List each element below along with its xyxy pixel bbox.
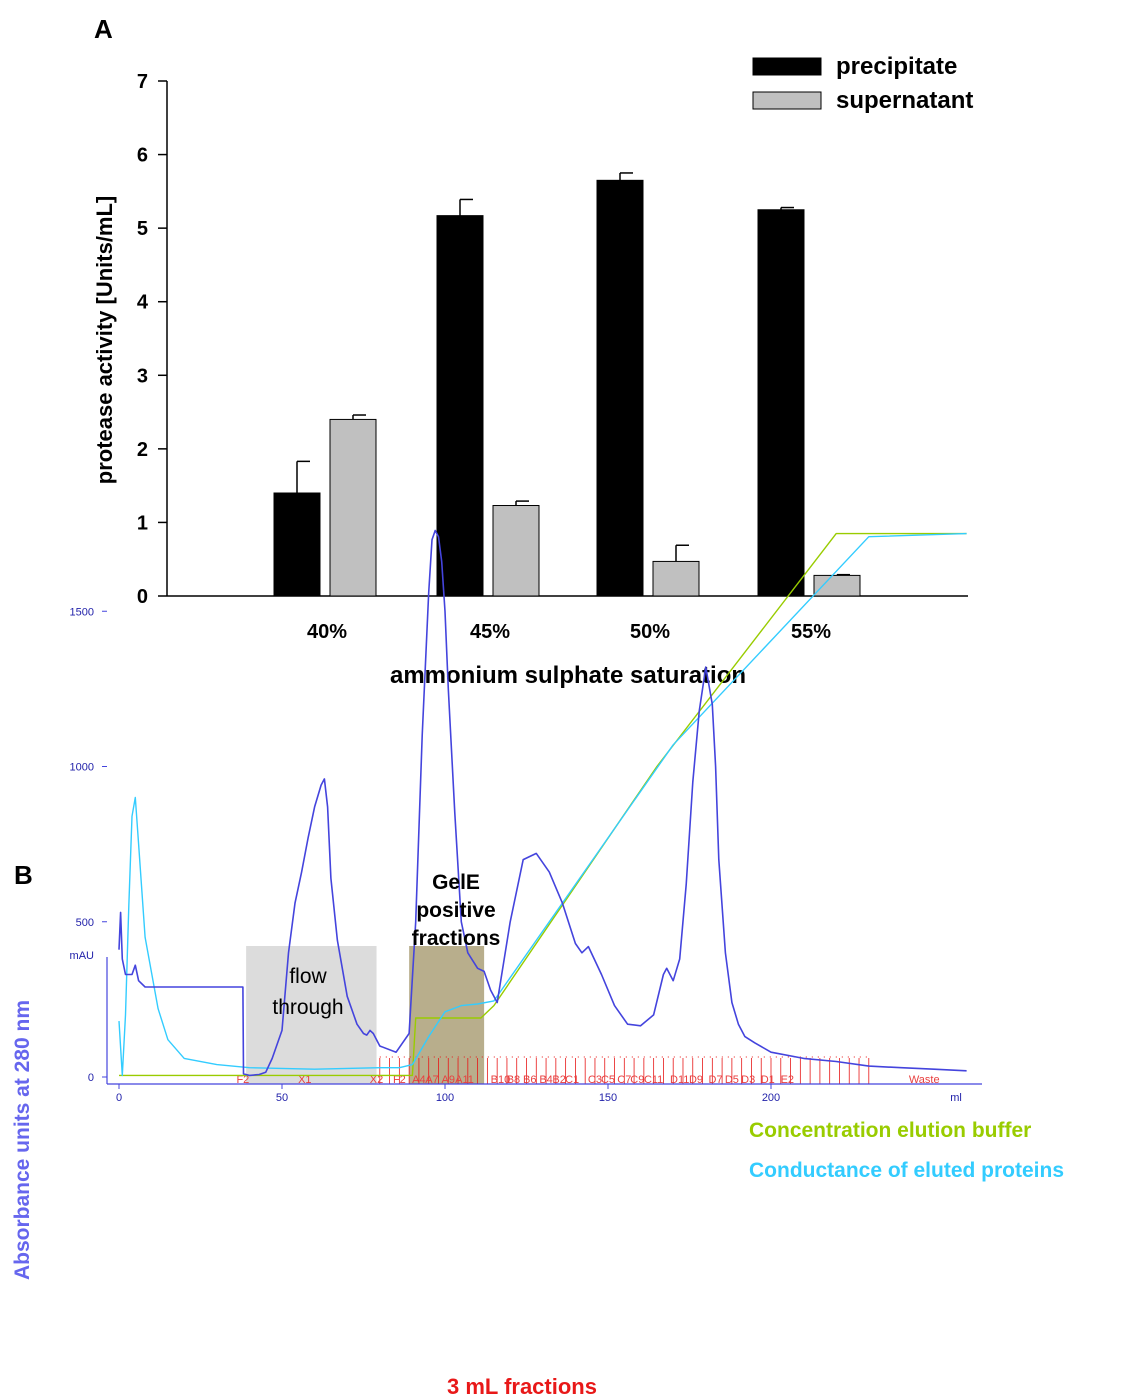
flow-through-label-line: through	[272, 996, 343, 1019]
gele-positive-region	[409, 946, 485, 1084]
fraction-label: C9	[630, 1074, 644, 1086]
fraction-label: C3	[588, 1074, 602, 1086]
y-tick-label: 1000	[70, 762, 94, 774]
x-tick-label: 50%	[630, 621, 670, 643]
x-tick-label: 55%	[791, 621, 831, 643]
y-tick-label: 1	[137, 512, 148, 534]
x-tick-label: 40%	[307, 621, 347, 643]
x-tick-label: 100	[436, 1092, 454, 1104]
y-unit-label: mAU	[70, 950, 95, 962]
bar-precipitate	[273, 492, 321, 597]
y-tick-label: 2	[137, 439, 148, 461]
y-tick-label: 4	[137, 292, 149, 314]
y-tick-label: 7	[137, 71, 148, 93]
legend-label: precipitate	[836, 53, 957, 80]
flow-through-label-line: flow	[289, 965, 327, 988]
y-tick-label: 0	[88, 1072, 94, 1084]
x-tick-label: 150	[599, 1092, 617, 1104]
y-axis: 0 1 2 3 4 5 6 7	[137, 71, 168, 608]
fraction-label: C7	[617, 1074, 631, 1086]
y-axis-title: protease activity [Units/mL]	[92, 196, 117, 485]
chart-annotations: flow through GelE positive fractions Concentr…	[272, 871, 1064, 1182]
fraction-label: X2	[370, 1074, 383, 1086]
shaded-regions	[246, 946, 485, 1084]
bar-supernatant	[652, 560, 700, 597]
y-tick-label: 5	[137, 218, 148, 240]
bar-supernatant	[492, 505, 540, 597]
gele-label-line: fractions	[412, 927, 501, 950]
fraction-label: D5	[725, 1074, 739, 1086]
y-axis-title: Absorbance units at 280 nm	[11, 1000, 34, 1280]
fraction-label: D7	[709, 1074, 723, 1086]
fraction-label: C1	[565, 1074, 579, 1086]
elution-buffer-annotation: Concentration elution buffer	[749, 1119, 1031, 1142]
conductance-annotation: Conductance of eluted proteins	[749, 1159, 1064, 1182]
x-tick-label: 0	[116, 1092, 122, 1104]
fraction-label: B10	[491, 1074, 511, 1086]
fraction-label: C5	[601, 1074, 615, 1086]
fraction-label: B6	[523, 1074, 536, 1086]
y-tick-label: 6	[137, 145, 148, 167]
fraction-label: F2	[393, 1074, 406, 1086]
legend-swatch	[752, 57, 822, 76]
x-axis-title: ammonium sulphate saturation	[390, 662, 746, 689]
fraction-label: A11	[455, 1074, 474, 1086]
fraction-label: A4	[412, 1074, 425, 1086]
flow-through-region	[246, 946, 377, 1084]
bar-series	[273, 172, 861, 597]
fraction-label: X1	[298, 1074, 311, 1086]
gele-label-line: positive	[416, 899, 495, 922]
fraction-label: D1	[761, 1074, 775, 1086]
bar-precipitate	[757, 209, 805, 597]
fraction-label: B2	[552, 1074, 565, 1086]
fraction-label: A9	[442, 1074, 455, 1086]
bar-supernatant	[329, 418, 377, 597]
y-tick-label: 3	[137, 365, 148, 387]
x-axis: 40% 45% 50% 55%	[167, 595, 968, 643]
x-tick-label: 50	[276, 1092, 288, 1104]
bar-chart: 0 1 2 3 4 5 6 7 40% 45% 50% 55% precipitate superna…	[92, 53, 973, 689]
fraction-label: Waste	[909, 1074, 940, 1086]
fraction-label: D3	[741, 1074, 755, 1086]
legend-label: supernatant	[836, 87, 973, 114]
y-tick-label: 0	[137, 586, 148, 608]
bar-precipitate	[596, 179, 644, 597]
fraction-label: A7	[425, 1074, 438, 1086]
x-tick-label: 200	[762, 1092, 780, 1104]
legend: precipitate supernatant	[752, 53, 973, 114]
legend-swatch	[752, 91, 822, 110]
panel-b-label: B	[14, 860, 33, 890]
bar-precipitate	[436, 215, 484, 597]
x-tick-label: 45%	[470, 621, 510, 643]
fraction-label: E2	[781, 1074, 794, 1086]
fraction-label: D9	[689, 1074, 703, 1086]
fraction-label: B4	[539, 1074, 552, 1086]
fraction-label: B8	[507, 1074, 520, 1086]
gele-label-line: GelE	[432, 871, 480, 894]
x-axis-title: 3 mL fractions	[447, 1374, 597, 1399]
fraction-label: F2	[236, 1074, 249, 1086]
fraction-label: C11	[644, 1074, 663, 1086]
x-unit-label: ml	[950, 1092, 962, 1104]
y-tick-label: 500	[76, 917, 94, 929]
panel-a-label: A	[94, 14, 113, 44]
fraction-label: D11	[670, 1074, 689, 1086]
bar-supernatant	[813, 574, 861, 597]
